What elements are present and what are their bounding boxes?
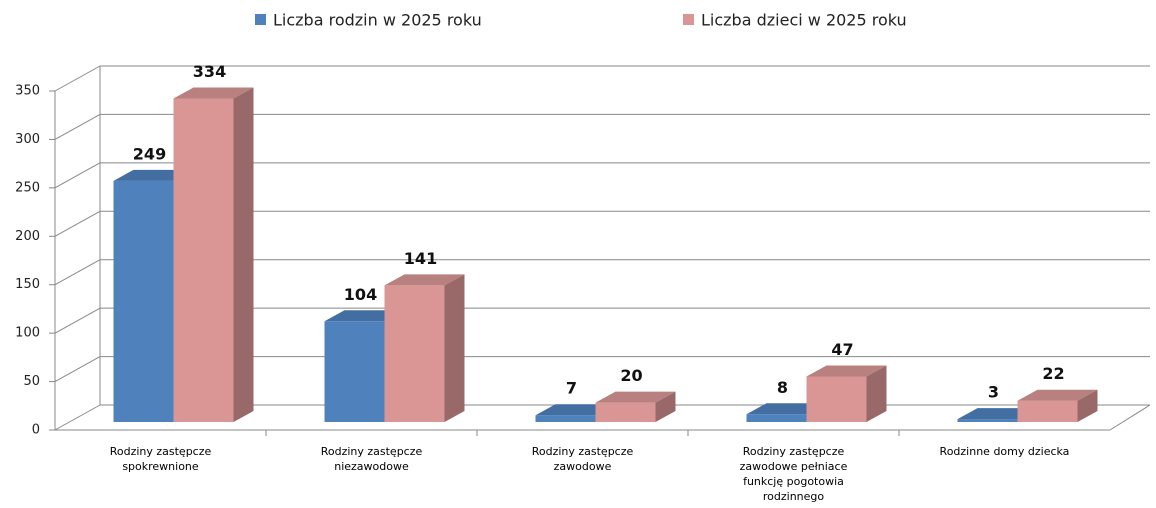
bar-side: [655, 391, 676, 422]
bar-side: [866, 365, 887, 422]
bar-side: [233, 87, 254, 423]
bar: [113, 180, 174, 422]
bar: [806, 376, 867, 422]
bar: [324, 321, 385, 422]
bar: [1017, 400, 1078, 422]
bar: [957, 419, 1018, 422]
bar-top: [1017, 389, 1098, 401]
x-tick-label: Rodziny zastępcze zawodowe pełniace funk…: [739, 445, 848, 503]
y-tick-label: 300: [15, 132, 40, 147]
y-tick-label: 350: [15, 84, 40, 99]
bar-side: [444, 274, 465, 422]
value-label: 8: [777, 378, 788, 397]
bar: [535, 415, 596, 422]
legend-label: Liczba rodzin w 2025 roku: [273, 11, 482, 30]
value-label: 20: [620, 366, 642, 385]
value-label: 141: [404, 249, 437, 268]
y-tick-label: 200: [15, 229, 40, 244]
grid-line: [54, 356, 101, 383]
y-tick-label: 0: [32, 423, 40, 438]
grid-line: [54, 307, 101, 334]
x-tick-label: Rodziny zastępcze niezawodowe: [320, 445, 423, 473]
value-label: 334: [193, 62, 226, 81]
bar: [746, 414, 807, 422]
x-tick-label: Rodziny zastępcze zawodowe: [531, 445, 634, 473]
bar-top: [595, 391, 676, 403]
value-label: 3: [988, 383, 999, 402]
bar-top: [384, 274, 465, 286]
bar: [173, 98, 234, 423]
legend-label: Liczba dzieci w 2025 roku: [701, 11, 907, 30]
value-label: 249: [133, 144, 166, 163]
grid-line: [54, 210, 101, 237]
y-tick-label: 100: [15, 326, 40, 341]
y-tick-label: 250: [15, 180, 40, 195]
bar-top: [806, 365, 887, 377]
legend-swatch: [255, 14, 266, 25]
legend-swatch: [683, 14, 694, 25]
value-label: 22: [1042, 364, 1064, 383]
x-tick-label: Rodzinne domy dziecka: [939, 445, 1070, 458]
grid-line: [54, 113, 101, 140]
bar: [384, 285, 445, 422]
grid-line: [54, 259, 101, 286]
bar: [595, 402, 656, 422]
value-label: 7: [566, 379, 577, 398]
floor-edge: [1109, 404, 1151, 431]
bar-top: [173, 87, 254, 99]
value-label: 104: [344, 285, 377, 304]
x-tick-label: Rodziny zastępcze spokrewnione: [109, 445, 212, 473]
grid-line: [54, 162, 101, 189]
y-tick-label: 150: [15, 277, 40, 292]
value-label: 47: [831, 340, 853, 359]
y-tick-label: 50: [23, 374, 40, 389]
grid-line: [54, 65, 101, 92]
grid-line: [54, 404, 101, 431]
bar-side: [1077, 389, 1098, 422]
